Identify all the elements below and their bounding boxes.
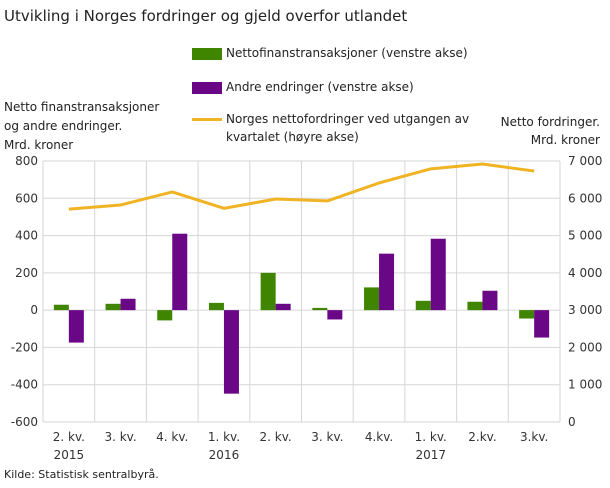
left-axis-label: Netto finanstransaksjoner og andre endri…: [4, 98, 194, 155]
legend-net-claims: Norges nettofordringer ved utgangen av k…: [226, 110, 469, 146]
left-tick-label: -200: [11, 340, 38, 354]
x-tick-year: 2015: [54, 448, 85, 462]
x-tick-label: 4. kv.: [156, 430, 188, 444]
bar-net-transactions: [53, 304, 69, 311]
legend-other-changes: Andre endringer (venstre akse): [226, 80, 414, 94]
left-tick-label: 0: [30, 303, 38, 317]
bar-other-changes: [223, 310, 239, 394]
legend-net-claims-line1: Norges nettofordringer ved utgangen av: [226, 112, 470, 126]
chart-title: Utvikling i Norges fordringer og gjeld o…: [4, 7, 408, 25]
right-axis-label: Netto fordringer. Mrd. kroner: [501, 113, 600, 149]
right-axis-label-line2: Mrd. kroner: [530, 133, 600, 147]
bar-net-transactions: [260, 272, 276, 311]
bar-other-changes: [327, 310, 343, 320]
bar-other-changes: [172, 233, 188, 311]
bar-net-transactions: [312, 307, 328, 311]
legend-net-transactions: Nettofinanstransaksjoner (venstre akse): [226, 46, 468, 60]
bar-other-changes: [534, 310, 550, 338]
left-tick-label: -400: [11, 378, 38, 392]
bar-net-transactions: [105, 303, 121, 311]
left-axis-label-line2: og andre endringer.: [4, 119, 123, 133]
right-tick-label: 4 000: [568, 266, 602, 280]
left-tick-label: -600: [11, 415, 38, 429]
x-tick-label: 4.kv.: [365, 430, 393, 444]
x-tick-label: 2. kv.: [260, 430, 292, 444]
bar-net-transactions: [415, 300, 431, 311]
left-tick-label: 200: [15, 266, 38, 280]
x-tick-label: 3.kv.: [520, 430, 548, 444]
legend-swatch-net-claims: [192, 118, 222, 121]
x-tick-label: 2. kv.: [53, 430, 85, 444]
bar-other-changes: [482, 290, 498, 311]
left-tick-label: 600: [15, 191, 38, 205]
x-tick-year: 2017: [415, 448, 446, 462]
bar-net-transactions: [467, 301, 483, 311]
bar-other-changes: [68, 310, 84, 343]
x-tick-year: 2016: [209, 448, 240, 462]
right-tick-label: 0: [568, 415, 576, 429]
left-axis-label-line3: Mrd. kroner: [4, 138, 74, 152]
legend-net-claims-line2: kvartalet (høyre akse): [226, 130, 359, 144]
right-tick-label: 6 000: [568, 191, 602, 205]
bar-other-changes: [430, 238, 446, 311]
x-tick-label: 1. kv.: [208, 430, 240, 444]
x-tick-label: 2.kv.: [468, 430, 496, 444]
right-tick-label: 7 000: [568, 154, 602, 168]
bar-other-changes: [120, 298, 136, 311]
x-tick-label: 1. kv.: [415, 430, 447, 444]
left-tick-label: 400: [15, 229, 38, 243]
left-axis-label-line1: Netto finanstransaksjoner: [4, 100, 160, 114]
source-note: Kilde: Statistisk sentralbyrå.: [4, 468, 159, 481]
x-tick-label: 3. kv.: [104, 430, 136, 444]
right-tick-label: 3 000: [568, 303, 602, 317]
x-tick-label: 3. kv.: [311, 430, 343, 444]
bar-net-transactions: [208, 302, 224, 311]
legend-swatch-net-transactions: [192, 48, 222, 60]
left-tick-label: 800: [15, 154, 38, 168]
right-tick-label: 2 000: [568, 340, 602, 354]
bar-other-changes: [379, 253, 395, 311]
legend-swatch-other-changes: [192, 82, 222, 94]
right-tick-label: 1 000: [568, 378, 602, 392]
bar-net-transactions: [519, 310, 535, 319]
bar-net-transactions: [157, 310, 173, 321]
bar-net-transactions: [364, 287, 380, 311]
line-net-claims: [68, 162, 535, 211]
right-tick-label: 5 000: [568, 229, 602, 243]
right-axis-label-line1: Netto fordringer.: [500, 115, 600, 129]
bar-other-changes: [275, 303, 291, 311]
